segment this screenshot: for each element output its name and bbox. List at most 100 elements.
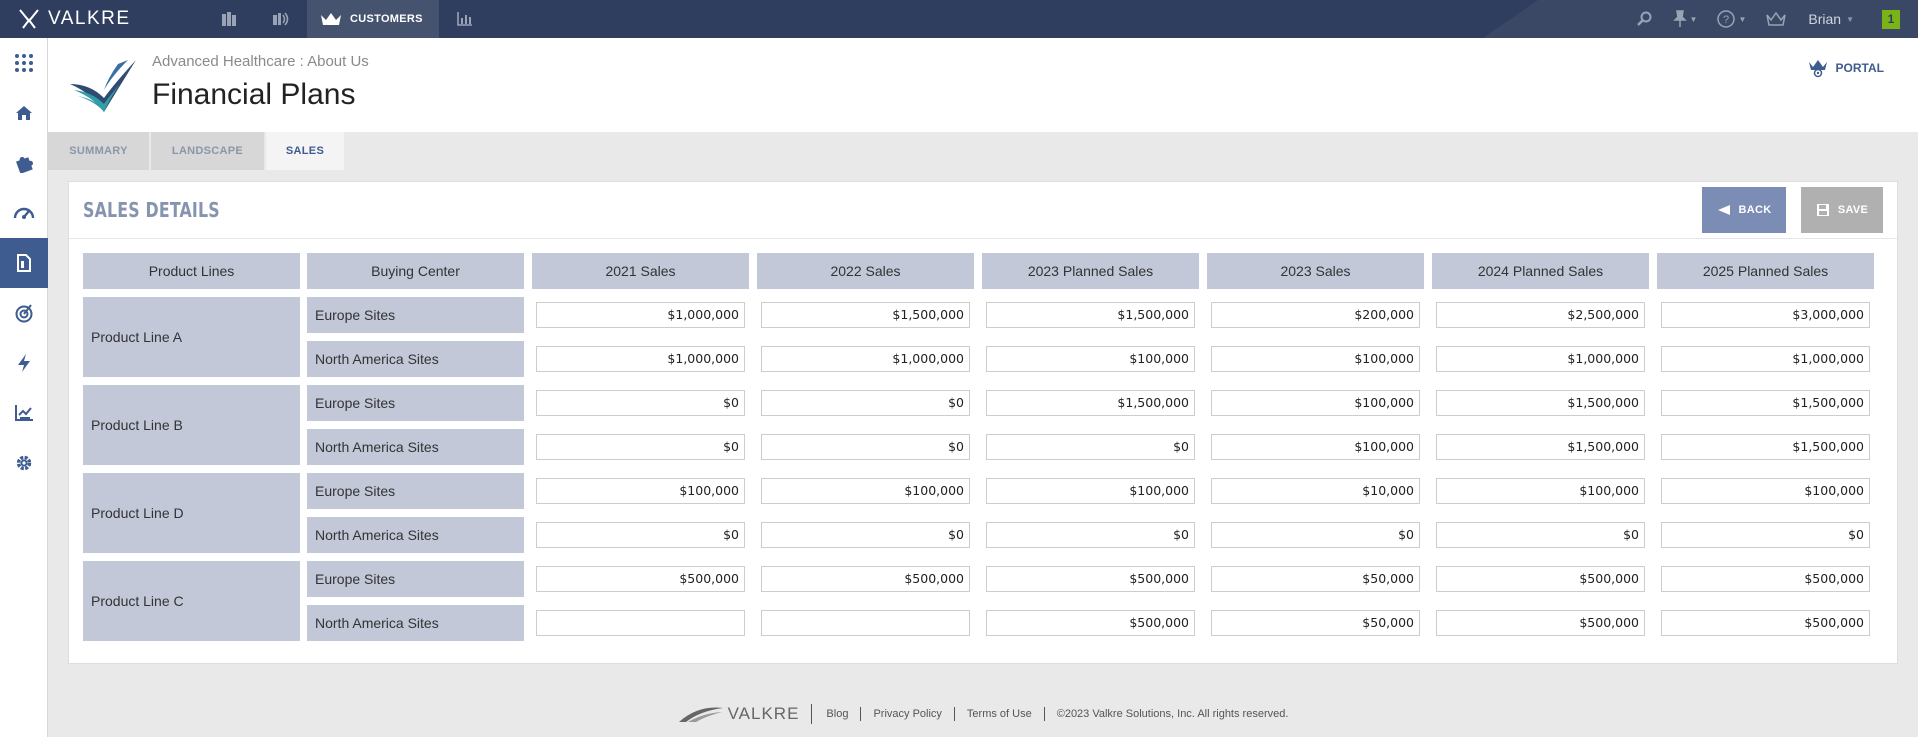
sales-value-input[interactable]: $0 [761, 522, 970, 548]
company-logo [68, 54, 138, 121]
sales-value-input[interactable]: $500,000 [986, 566, 1195, 592]
sidebar-item-modules[interactable] [0, 138, 48, 188]
sales-value-input[interactable]: $2,500,000 [1436, 302, 1645, 328]
search-button[interactable] [1627, 0, 1663, 38]
sales-value-input[interactable]: $0 [986, 522, 1195, 548]
footer-logo[interactable]: VALKRE [678, 703, 813, 724]
sales-value-input[interactable]: $0 [1436, 522, 1645, 548]
apps-grid-icon [15, 54, 33, 72]
save-button[interactable]: SAVE [1801, 187, 1883, 233]
portal-link[interactable]: PORTAL [1807, 58, 1884, 78]
sales-value-input[interactable]: $1,500,000 [986, 302, 1195, 328]
sales-value-input[interactable]: $0 [536, 434, 745, 460]
sidebar-item-documents[interactable] [0, 238, 48, 288]
sales-value-input[interactable]: $0 [986, 434, 1195, 460]
nav-broadcast[interactable] [255, 0, 307, 38]
sales-value-input[interactable]: $500,000 [1661, 610, 1870, 636]
nav-buildings[interactable] [203, 0, 255, 38]
sales-value-input[interactable]: $1,000,000 [1436, 346, 1645, 372]
sales-value-input[interactable]: $1,000,000 [1661, 346, 1870, 372]
svg-text:?: ? [1723, 14, 1729, 26]
breadcrumb[interactable]: Advanced Healthcare : About Us [152, 53, 369, 70]
sales-value-input[interactable]: $0 [536, 390, 745, 416]
help-menu[interactable]: ? ▼ [1707, 0, 1756, 38]
page-header: Advanced Healthcare : About Us Financial… [48, 38, 1918, 132]
sales-value-input[interactable]: $1,500,000 [1661, 434, 1870, 460]
sidebar-item-targets[interactable] [0, 288, 48, 338]
brand-logo[interactable]: VALKRE [0, 0, 203, 38]
user-menu[interactable]: Brian ▼ [1796, 11, 1866, 27]
sales-value-input[interactable]: $100,000 [1661, 478, 1870, 504]
portal-label: PORTAL [1835, 61, 1884, 75]
lightning-icon [18, 354, 30, 372]
sales-value-input[interactable]: $0 [1211, 522, 1420, 548]
sales-value-input[interactable]: $100,000 [1211, 390, 1420, 416]
footer-link-privacy[interactable]: Privacy Policy [873, 706, 955, 721]
header-2023-planned-sales: 2023 Planned Sales [982, 253, 1199, 289]
sales-value-input[interactable]: $500,000 [1661, 566, 1870, 592]
sales-value-input[interactable]: $10,000 [1211, 478, 1420, 504]
user-name: Brian [1808, 11, 1842, 27]
save-icon [1816, 204, 1829, 216]
notification-badge[interactable]: 1 [1882, 9, 1900, 29]
sales-value-input[interactable]: $500,000 [536, 566, 745, 592]
sales-value-input[interactable]: $500,000 [1436, 566, 1645, 592]
sales-value-input[interactable]: $100,000 [1436, 478, 1645, 504]
sales-value-input[interactable]: $100,000 [536, 478, 745, 504]
sales-value-input[interactable]: $100,000 [1211, 434, 1420, 460]
sales-value-input[interactable]: $100,000 [986, 478, 1195, 504]
product-line-cell: Product Line A [83, 297, 300, 377]
sidebar-item-actions[interactable] [0, 338, 48, 388]
nav-reports[interactable] [439, 0, 491, 38]
tab-summary[interactable]: SUMMARY [48, 132, 149, 170]
sales-value-input[interactable] [536, 610, 745, 636]
tab-landscape[interactable]: LANDSCAPE [151, 132, 264, 170]
sales-value-input[interactable]: $1,000,000 [536, 346, 745, 372]
sales-value-input[interactable]: $50,000 [1211, 610, 1420, 636]
sidebar-item-dashboard[interactable] [0, 188, 48, 238]
sidebar-item-analytics[interactable] [0, 388, 48, 438]
sales-value-input[interactable]: $100,000 [761, 478, 970, 504]
sales-value-input[interactable]: $200,000 [1211, 302, 1420, 328]
sales-value-input[interactable]: $50,000 [1211, 566, 1420, 592]
save-label: SAVE [1837, 204, 1869, 216]
sales-value-input[interactable]: $3,000,000 [1661, 302, 1870, 328]
sales-value-input[interactable]: $0 [1661, 522, 1870, 548]
sales-value-input[interactable]: $100,000 [986, 346, 1195, 372]
sales-value-input[interactable]: $1,500,000 [1436, 434, 1645, 460]
help-icon: ? [1717, 10, 1736, 28]
sidebar-item-apps[interactable] [0, 38, 48, 88]
pin-menu[interactable]: ▼ [1663, 0, 1708, 38]
buying-center-cell: Europe Sites [307, 385, 524, 421]
buying-center-cell: Europe Sites [307, 297, 524, 333]
crown-menu[interactable] [1756, 0, 1796, 38]
back-button[interactable]: BACK [1702, 187, 1786, 233]
sales-value-input[interactable]: $500,000 [986, 610, 1195, 636]
sales-value-input[interactable]: $100,000 [1211, 346, 1420, 372]
sales-value-input[interactable]: $1,500,000 [1436, 390, 1645, 416]
sales-value-input[interactable]: $0 [761, 390, 970, 416]
sales-value-input[interactable]: $0 [536, 522, 745, 548]
sidebar-item-settings[interactable] [0, 438, 48, 488]
sales-value-input[interactable]: $1,500,000 [1661, 390, 1870, 416]
header-2025-planned-sales: 2025 Planned Sales [1657, 253, 1874, 289]
nav-tab-customers[interactable]: CUSTOMERS [307, 0, 439, 38]
puzzle-icon [16, 156, 33, 173]
sales-value-input[interactable]: $1,500,000 [986, 390, 1195, 416]
sales-value-input[interactable] [761, 610, 970, 636]
sales-value-input[interactable]: $1,000,000 [761, 346, 970, 372]
footer-link-blog[interactable]: Blog [826, 706, 862, 721]
footer-link-terms[interactable]: Terms of Use [967, 706, 1045, 721]
tab-sales[interactable]: SALES [266, 132, 344, 170]
sales-value-input[interactable]: $500,000 [1436, 610, 1645, 636]
sales-value-input[interactable]: $1,500,000 [761, 302, 970, 328]
crown-icon [321, 13, 341, 25]
sales-value-input[interactable]: $500,000 [761, 566, 970, 592]
crown-outline-icon [1766, 11, 1787, 26]
buying-center-cell: Europe Sites [307, 473, 524, 509]
sidebar-item-home[interactable] [0, 88, 48, 138]
search-icon [1636, 11, 1652, 26]
sales-value-input[interactable]: $1,000,000 [536, 302, 745, 328]
sales-value-input[interactable]: $0 [761, 434, 970, 460]
page-title: Financial Plans [152, 78, 356, 111]
